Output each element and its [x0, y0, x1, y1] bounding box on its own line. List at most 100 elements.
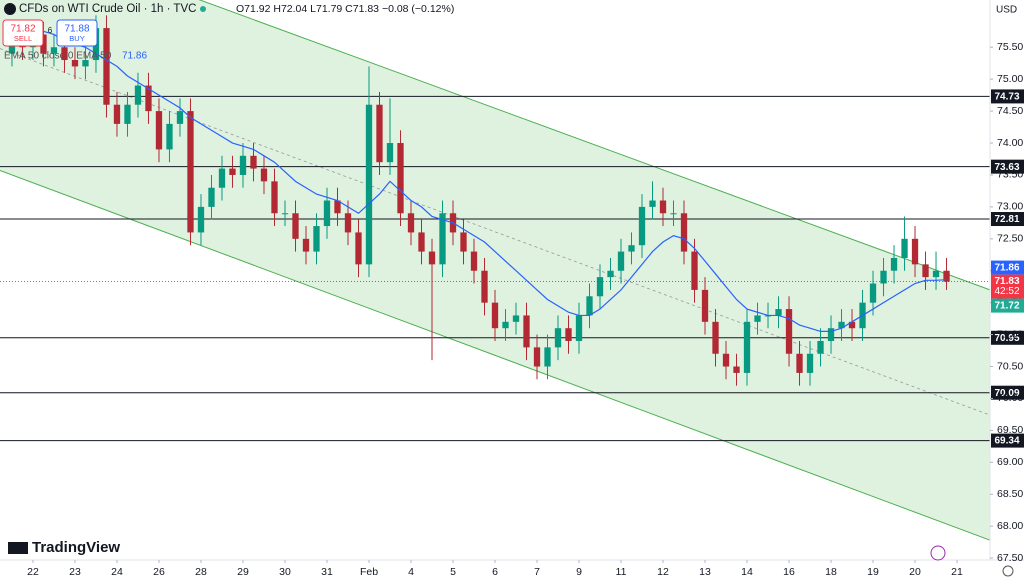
x-tick-label: 11 — [616, 566, 627, 578]
y-tick-label: 71.00 — [997, 328, 1023, 340]
y-tick-label: 74.00 — [997, 137, 1023, 149]
y-tick-label: 75.00 — [997, 73, 1023, 85]
candle-body — [775, 309, 782, 316]
candle-body — [785, 309, 793, 354]
header: CFDs on WTI Crude Oil · 1h · TVC O71.92 … — [2, 3, 1017, 577]
alert-icon[interactable] — [930, 545, 946, 561]
spread: 6 — [48, 26, 53, 35]
status-dot — [200, 6, 206, 12]
candle-body — [638, 206, 646, 246]
candle-body — [628, 245, 635, 252]
candle-body — [502, 321, 509, 329]
candle-body — [869, 283, 877, 303]
countdown: 42:52 — [994, 286, 1019, 297]
candle-body — [439, 213, 446, 265]
candle-body — [50, 47, 58, 54]
candle-body — [218, 168, 226, 188]
candle-body — [103, 28, 110, 105]
candle-body — [113, 104, 121, 124]
last-price-badge — [991, 274, 1024, 299]
candle-body — [544, 347, 551, 367]
candle-body — [754, 315, 761, 322]
sell-button[interactable] — [2, 19, 44, 47]
candle-body — [40, 34, 47, 54]
candle-body — [922, 264, 929, 278]
candle-body — [817, 340, 824, 354]
level-label: 72.81 — [994, 214, 1019, 225]
buy-price: 71.88 — [64, 24, 89, 35]
x-tick-label: 29 — [237, 566, 249, 578]
candle-body — [943, 270, 950, 282]
candle-body — [428, 251, 436, 265]
candle-body — [691, 251, 698, 290]
candle-body — [71, 60, 79, 67]
channel-fill — [0, 0, 990, 541]
candle-body — [334, 200, 341, 214]
channel-mid — [0, 48, 991, 416]
candle-body — [523, 315, 530, 348]
y-tick-label: 70.50 — [997, 360, 1023, 372]
x-tick-label: 9 — [576, 566, 582, 578]
candle-body — [565, 328, 572, 341]
level-label: 74.73 — [994, 92, 1019, 103]
candle-body — [250, 155, 257, 169]
indicator-value: 71.86 — [122, 51, 147, 62]
x-tick-label: 14 — [741, 566, 753, 578]
x-tick-label: 31 — [321, 566, 333, 578]
level-badge — [991, 89, 1024, 104]
y-tick-label: 69.00 — [997, 456, 1023, 468]
candle-body — [302, 238, 310, 252]
candle-body — [418, 232, 425, 252]
candle-body — [292, 213, 299, 239]
level-badge — [991, 385, 1024, 400]
level-label: 70.95 — [994, 333, 1019, 344]
y-tick-label: 67.50 — [997, 552, 1023, 564]
buy-button[interactable] — [56, 19, 98, 47]
candle-body — [134, 85, 142, 105]
candle-body — [239, 155, 247, 175]
candle-body — [376, 104, 383, 163]
candle-body — [323, 200, 331, 227]
candle-body — [491, 302, 499, 329]
candle-body — [386, 143, 394, 163]
x-tick-label: 4 — [408, 566, 414, 578]
x-tick-label: 7 — [534, 566, 540, 578]
level-badge — [991, 159, 1024, 174]
candle-body — [827, 328, 835, 341]
level-label: 73.63 — [994, 162, 1019, 173]
candle-body — [145, 85, 152, 112]
candle-body — [8, 40, 16, 54]
bid-badge — [991, 298, 1024, 313]
currency[interactable]: USD — [996, 5, 1017, 16]
y-tick-label: 69.50 — [997, 424, 1023, 436]
candle-body — [596, 277, 604, 297]
bid-label: 71.72 — [994, 301, 1019, 312]
candle-body — [659, 200, 667, 214]
x-tick-label: 6 — [492, 566, 498, 578]
candle-body — [586, 296, 593, 316]
x-tick-label: 28 — [195, 566, 207, 578]
candle-body — [743, 321, 751, 373]
candle-body — [722, 353, 730, 367]
indicator-label: EMA 50 close 0 EMA 50 — [4, 51, 112, 62]
settings-icon[interactable] — [1002, 565, 1014, 577]
x-tick-label: 13 — [699, 566, 711, 578]
candle-body — [313, 226, 320, 252]
level-badge — [991, 212, 1024, 227]
x-tick-label: 23 — [69, 566, 81, 578]
y-tick-label: 70.00 — [997, 392, 1023, 404]
candle-body — [344, 213, 352, 233]
channel-lower — [0, 170, 991, 541]
candle-body — [838, 321, 845, 329]
x-tick-label: 24 — [111, 566, 123, 578]
x-tick-label: 22 — [27, 566, 39, 578]
candle-body — [355, 232, 362, 265]
y-tick-label: 73.50 — [997, 169, 1023, 181]
candle-body — [397, 143, 404, 214]
candle-body — [911, 238, 919, 265]
y-tick-label: 68.00 — [997, 520, 1023, 532]
candle-body — [187, 111, 194, 233]
y-tick-label: 75.50 — [997, 41, 1023, 53]
candle-body — [124, 104, 131, 124]
